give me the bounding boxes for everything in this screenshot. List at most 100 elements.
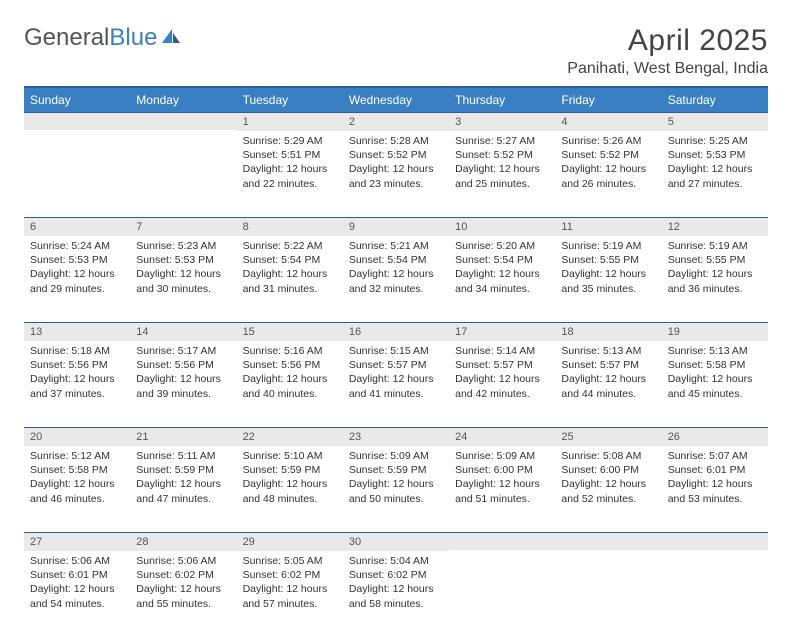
day-number: 10 [449,217,555,236]
day-number: 12 [662,217,768,236]
calendar-cell: Sunrise: 5:17 AMSunset: 5:56 PMDaylight:… [130,341,236,427]
daylight-line: Daylight: 12 hours and 51 minutes. [455,477,549,505]
day-details: Sunrise: 5:11 AMSunset: 5:59 PMDaylight:… [130,446,236,512]
day-number: 30 [343,532,449,551]
sunrise-line: Sunrise: 5:04 AM [349,554,443,568]
daylight-line: Daylight: 12 hours and 42 minutes. [455,372,549,400]
day-details: Sunrise: 5:14 AMSunset: 5:57 PMDaylight:… [449,341,555,407]
title-block: April 2025 Panihati, West Bengal, India [567,24,768,78]
day-details: Sunrise: 5:17 AMSunset: 5:56 PMDaylight:… [130,341,236,407]
sunrise-line: Sunrise: 5:20 AM [455,239,549,253]
sunrise-line: Sunrise: 5:09 AM [455,449,549,463]
daylight-line: Daylight: 12 hours and 46 minutes. [30,477,124,505]
calendar-cell: Sunrise: 5:29 AMSunset: 5:51 PMDaylight:… [237,131,343,217]
sunset-line: Sunset: 5:56 PM [136,358,230,372]
day-number: 22 [237,427,343,446]
sunset-line: Sunset: 6:02 PM [243,568,337,582]
day-details: Sunrise: 5:09 AMSunset: 5:59 PMDaylight:… [343,446,449,512]
daylight-line: Daylight: 12 hours and 25 minutes. [455,162,549,190]
day-number: 18 [555,322,661,341]
day-number: 26 [662,427,768,446]
day-number: 27 [24,532,130,551]
brand-text-blue: Blue [109,24,157,52]
calendar-cell: Sunrise: 5:15 AMSunset: 5:57 PMDaylight:… [343,341,449,427]
calendar-page: GeneralBlue April 2025 Panihati, West Be… [0,0,792,637]
sunrise-line: Sunrise: 5:08 AM [561,449,655,463]
calendar-cell: Sunrise: 5:23 AMSunset: 5:53 PMDaylight:… [130,236,236,322]
day-content-row: Sunrise: 5:24 AMSunset: 5:53 PMDaylight:… [24,236,768,322]
daylight-line: Daylight: 12 hours and 27 minutes. [668,162,762,190]
daynum-row: 27282930 [24,532,768,551]
day-number: 16 [343,322,449,341]
sunrise-line: Sunrise: 5:24 AM [30,239,124,253]
sunset-line: Sunset: 6:02 PM [136,568,230,582]
sunrise-line: Sunrise: 5:13 AM [668,344,762,358]
sunrise-line: Sunrise: 5:13 AM [561,344,655,358]
day-details: Sunrise: 5:24 AMSunset: 5:53 PMDaylight:… [24,236,130,302]
sunset-line: Sunset: 5:52 PM [349,148,443,162]
empty-day [449,532,555,550]
calendar-cell: Sunrise: 5:18 AMSunset: 5:56 PMDaylight:… [24,341,130,427]
sunrise-line: Sunrise: 5:09 AM [349,449,443,463]
sunrise-line: Sunrise: 5:29 AM [243,134,337,148]
calendar-cell [449,551,555,637]
day-details: Sunrise: 5:27 AMSunset: 5:52 PMDaylight:… [449,131,555,197]
sunset-line: Sunset: 5:59 PM [243,463,337,477]
day-details: Sunrise: 5:05 AMSunset: 6:02 PMDaylight:… [237,551,343,617]
daylight-line: Daylight: 12 hours and 39 minutes. [136,372,230,400]
calendar-cell [662,551,768,637]
sunset-line: Sunset: 6:00 PM [455,463,549,477]
day-details: Sunrise: 5:06 AMSunset: 6:02 PMDaylight:… [130,551,236,617]
sunset-line: Sunset: 5:54 PM [349,253,443,267]
calendar-cell: Sunrise: 5:22 AMSunset: 5:54 PMDaylight:… [237,236,343,322]
day-number: 4 [555,112,661,131]
day-details: Sunrise: 5:26 AMSunset: 5:52 PMDaylight:… [555,131,661,197]
sunrise-line: Sunrise: 5:14 AM [455,344,549,358]
daylight-line: Daylight: 12 hours and 37 minutes. [30,372,124,400]
weekday-header: Monday [130,87,236,112]
sunrise-line: Sunrise: 5:12 AM [30,449,124,463]
sunrise-line: Sunrise: 5:19 AM [668,239,762,253]
daylight-line: Daylight: 12 hours and 26 minutes. [561,162,655,190]
day-details: Sunrise: 5:10 AMSunset: 5:59 PMDaylight:… [237,446,343,512]
calendar-cell: Sunrise: 5:13 AMSunset: 5:57 PMDaylight:… [555,341,661,427]
weekday-header: Thursday [449,87,555,112]
day-number: 17 [449,322,555,341]
day-number: 23 [343,427,449,446]
calendar-cell: Sunrise: 5:04 AMSunset: 6:02 PMDaylight:… [343,551,449,637]
day-details: Sunrise: 5:23 AMSunset: 5:53 PMDaylight:… [130,236,236,302]
day-details: Sunrise: 5:28 AMSunset: 5:52 PMDaylight:… [343,131,449,197]
weekday-header-row: SundayMondayTuesdayWednesdayThursdayFrid… [24,87,768,112]
sunset-line: Sunset: 5:57 PM [349,358,443,372]
sunrise-line: Sunrise: 5:23 AM [136,239,230,253]
day-number: 9 [343,217,449,236]
calendar-cell: Sunrise: 5:09 AMSunset: 6:00 PMDaylight:… [449,446,555,532]
calendar-cell [555,551,661,637]
sunset-line: Sunset: 5:55 PM [561,253,655,267]
day-number: 7 [130,217,236,236]
day-details: Sunrise: 5:13 AMSunset: 5:57 PMDaylight:… [555,341,661,407]
calendar-cell: Sunrise: 5:19 AMSunset: 5:55 PMDaylight:… [662,236,768,322]
calendar-cell: Sunrise: 5:28 AMSunset: 5:52 PMDaylight:… [343,131,449,217]
calendar-body: 12345Sunrise: 5:29 AMSunset: 5:51 PMDayl… [24,112,768,637]
daylight-line: Daylight: 12 hours and 34 minutes. [455,267,549,295]
sunset-line: Sunset: 5:58 PM [668,358,762,372]
daylight-line: Daylight: 12 hours and 50 minutes. [349,477,443,505]
day-details: Sunrise: 5:13 AMSunset: 5:58 PMDaylight:… [662,341,768,407]
sunset-line: Sunset: 6:02 PM [349,568,443,582]
sunrise-line: Sunrise: 5:10 AM [243,449,337,463]
calendar-cell: Sunrise: 5:08 AMSunset: 6:00 PMDaylight:… [555,446,661,532]
sunset-line: Sunset: 5:51 PM [243,148,337,162]
empty-day [130,112,236,130]
daylight-line: Daylight: 12 hours and 58 minutes. [349,582,443,610]
sunset-line: Sunset: 5:57 PM [455,358,549,372]
daylight-line: Daylight: 12 hours and 32 minutes. [349,267,443,295]
calendar-table: SundayMondayTuesdayWednesdayThursdayFrid… [24,86,768,637]
day-number: 19 [662,322,768,341]
empty-day [24,112,130,130]
day-content-row: Sunrise: 5:06 AMSunset: 6:01 PMDaylight:… [24,551,768,637]
empty-day [555,532,661,550]
day-number: 24 [449,427,555,446]
day-details: Sunrise: 5:16 AMSunset: 5:56 PMDaylight:… [237,341,343,407]
calendar-cell: Sunrise: 5:24 AMSunset: 5:53 PMDaylight:… [24,236,130,322]
